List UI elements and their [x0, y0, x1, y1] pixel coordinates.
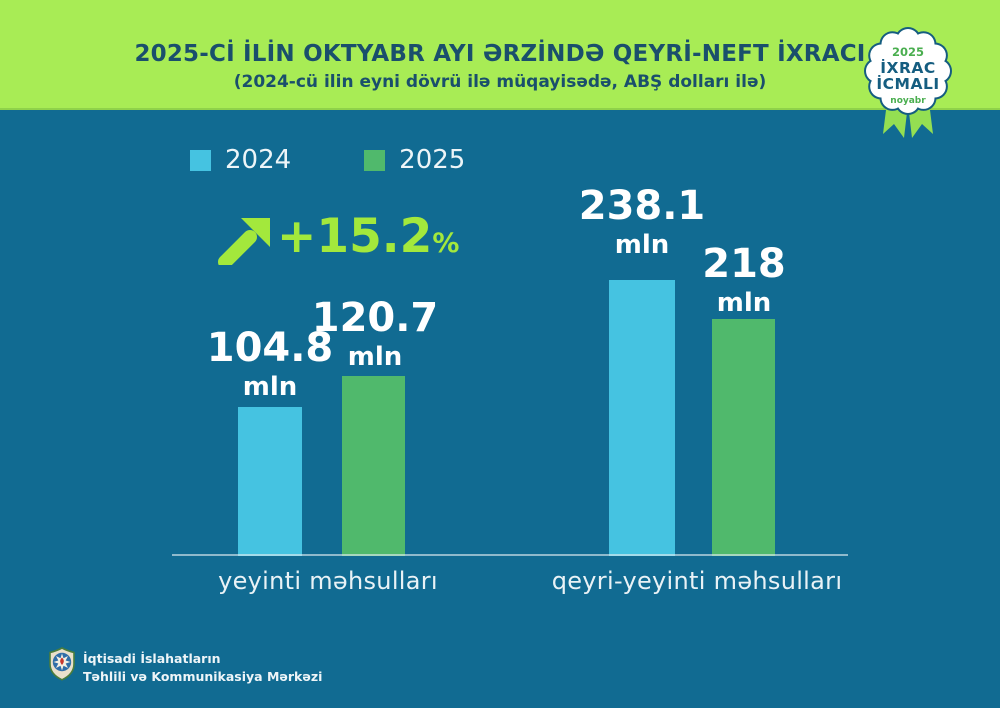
badge-seal: [864, 27, 952, 115]
page-title: 2025-Cİ İLİN OKTYABR AYI ƏRZİNDƏ QEYRİ-N…: [134, 41, 866, 67]
value-unit: mln: [716, 288, 772, 318]
growth-value: +15.2: [277, 209, 433, 264]
x-axis-line: [172, 554, 848, 556]
value-unit: mln: [347, 342, 403, 372]
organization-name: İqtisadi İslahatların Təhlili və Kommuni…: [83, 650, 322, 686]
badge-year: 2025: [892, 45, 924, 59]
bar-2025-yeyinti: [342, 376, 405, 556]
header-band: 2025-Cİ İLİN OKTYABR AYI ƏRZİNDƏ QEYRİ-N…: [0, 0, 1000, 110]
legend-label-2025: 2025: [399, 145, 466, 175]
value-number: 218: [702, 241, 786, 287]
organization-name-line2: Təhlili və Kommunikasiya Mərkəzi: [83, 669, 323, 685]
badge-title-line2: İCMALI: [876, 74, 939, 93]
chart-legend: 2024 2025: [190, 145, 465, 175]
org-emblem-icon: [49, 647, 75, 681]
value-label-2024-qeyri-yeyinti: 238.1 mln: [579, 186, 706, 258]
organization-name-line1: İqtisadi İslahatların: [83, 651, 221, 666]
bar-2024-qeyri-yeyinti: [609, 280, 675, 556]
page-subtitle: (2024-cü ilin eyni dövrü ilə müqayisədə,…: [233, 72, 767, 92]
legend-label-2024: 2024: [225, 145, 292, 175]
value-label-2025-yeyinti: 120.7 mln: [312, 298, 439, 370]
legend-swatch-2025-icon: [364, 149, 386, 171]
value-number: 238.1: [578, 183, 706, 229]
growth-arrow-icon: [218, 218, 270, 265]
bar-2025-qeyri-yeyinti: [712, 319, 775, 556]
legend-item-2024: 2024: [190, 145, 291, 175]
value-unit: mln: [242, 372, 298, 402]
legend-swatch-2024-icon: [190, 149, 211, 171]
legend-item-2025: 2025: [364, 145, 465, 175]
growth-percentage: +15.2%: [277, 213, 459, 260]
badge-month: noyabr: [890, 96, 926, 106]
badge-title-line1: İXRAC: [880, 58, 936, 77]
award-badge: 2025 İXRAC İCMALI noyabr: [845, 8, 971, 153]
bar-2024-yeyinti: [238, 407, 302, 556]
category-label-qeyri-yeyinti: qeyri-yeyinti məhsulları: [551, 567, 843, 595]
value-number: 120.7: [311, 295, 439, 341]
value-label-2025-qeyri-yeyinti: 218 mln: [702, 244, 786, 316]
value-unit: mln: [614, 230, 670, 260]
category-label-yeyinti: yeyinti məhsulları: [218, 567, 438, 595]
value-label-2024-yeyinti: 104.8 mln: [207, 328, 334, 400]
percent-sign: %: [432, 228, 460, 259]
value-number: 104.8: [206, 325, 334, 371]
